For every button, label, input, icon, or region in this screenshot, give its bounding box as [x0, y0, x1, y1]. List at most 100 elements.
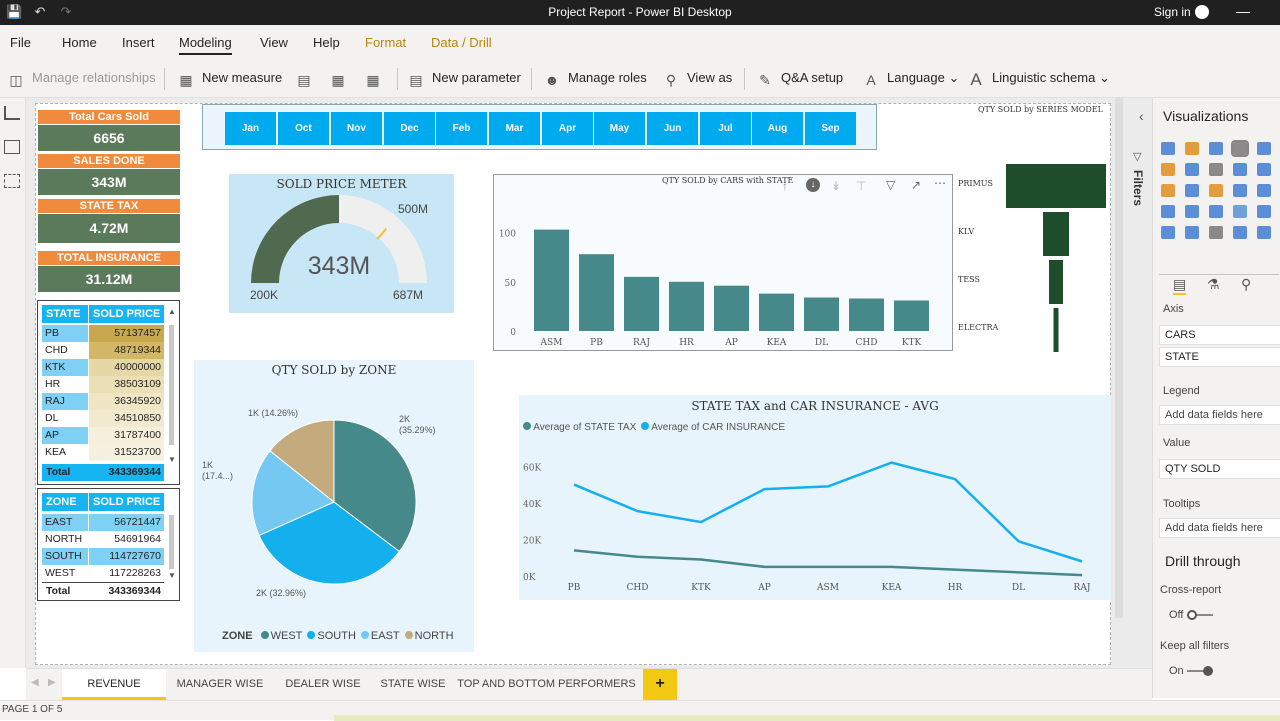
month-button[interactable]: Jul	[700, 112, 751, 145]
minimize-icon[interactable]: —	[1236, 3, 1250, 19]
filter-icon[interactable]: ▽	[886, 178, 896, 192]
menu-format[interactable]: Format	[365, 35, 407, 50]
format-tab-icon[interactable]: ⚗	[1207, 276, 1220, 292]
new-table-button[interactable]: ▦	[330, 70, 354, 88]
new-table2-button[interactable]: ▦	[365, 70, 389, 88]
table-row[interactable]: WEST 117228263	[42, 565, 164, 582]
table-row[interactable]: AP 31787400	[42, 427, 164, 444]
visual-type-icon[interactable]	[1161, 184, 1175, 197]
qa-setup-button[interactable]: ✎ Q&A setup	[757, 70, 843, 88]
menu-modeling[interactable]: Modeling	[179, 35, 232, 55]
month-button[interactable]: Mar	[489, 112, 540, 145]
visual-type-icon[interactable]	[1209, 142, 1223, 155]
filters-pane-tab[interactable]: Filters	[1131, 170, 1145, 207]
month-button[interactable]: Sep	[805, 112, 856, 145]
scrollbar[interactable]: ▲ ▼	[168, 307, 176, 467]
tab-revenue[interactable]: REVENUE	[62, 669, 166, 700]
drill-up-icon[interactable]: ↑	[782, 179, 788, 193]
visual-type-icon[interactable]	[1231, 140, 1249, 157]
value-field[interactable]: QTY SOLD	[1159, 459, 1280, 479]
month-button[interactable]: Dec	[384, 112, 435, 145]
month-button[interactable]: Jun	[647, 112, 698, 145]
model-view-icon[interactable]	[4, 174, 20, 188]
linguistic-schema-button[interactable]: A Linguistic schema ⌄	[968, 70, 1110, 88]
fields-tab-icon[interactable]: ▤	[1173, 276, 1187, 295]
visual-type-icon[interactable]	[1233, 163, 1247, 176]
table-row[interactable]: HR 38503109	[42, 376, 164, 393]
month-button[interactable]: Oct	[278, 112, 329, 145]
legend-drop-field[interactable]: Add data fields here	[1159, 405, 1280, 425]
menu-insert[interactable]: Insert	[122, 35, 155, 50]
hierarchy-icon[interactable]: ⊤	[856, 179, 867, 193]
visual-type-icon[interactable]	[1185, 142, 1199, 155]
visual-type-icon[interactable]	[1209, 226, 1223, 239]
table-row[interactable]: EAST 56721447	[42, 514, 164, 531]
chevron-up-icon[interactable]: ▲	[168, 307, 176, 316]
visual-type-icon[interactable]	[1161, 163, 1175, 176]
table-row[interactable]: SOUTH 114727670	[42, 548, 164, 565]
new-measure-button[interactable]: ▦ New measure	[178, 70, 282, 88]
language-button[interactable]: A Language ⌄	[863, 70, 959, 88]
canvas-scrollbar[interactable]	[1115, 98, 1123, 618]
table-row[interactable]: KEA 31523700	[42, 444, 164, 461]
visual-type-icon[interactable]	[1257, 205, 1271, 218]
drill-down-icon[interactable]: ↓	[806, 178, 820, 192]
tab-top-bottom-performers[interactable]: TOP AND BOTTOM PERFORMERS	[457, 678, 636, 690]
menu-view[interactable]: View	[260, 35, 288, 50]
tab-state-wise[interactable]: STATE WISE	[380, 678, 446, 690]
qty-by-state-chart[interactable]: QTY SOLD by CARS with STATE ↑ ↓ ↡ ⊤ ▽ ↗ …	[493, 174, 953, 351]
visual-type-icon[interactable]	[1233, 184, 1247, 197]
column-header-state[interactable]: STATE	[42, 305, 88, 323]
axis-field-state[interactable]: STATE	[1159, 347, 1280, 367]
month-button[interactable]: May	[594, 112, 645, 145]
scroll-thumb[interactable]	[169, 325, 174, 445]
data-view-icon[interactable]	[4, 140, 20, 154]
scroll-thumb[interactable]	[169, 515, 174, 569]
manage-roles-button[interactable]: ☻ Manage roles	[544, 70, 647, 88]
visual-type-icon[interactable]	[1161, 205, 1175, 218]
new-column-button[interactable]: ▤	[296, 70, 320, 88]
visual-type-icon[interactable]	[1185, 184, 1199, 197]
visual-type-icon[interactable]	[1161, 142, 1175, 155]
gauge-visual[interactable]: SOLD PRICE METER 343M 200K 687M 500M	[229, 174, 454, 313]
report-view-icon[interactable]	[4, 106, 20, 120]
column-header-sold-price[interactable]: SOLD PRICE	[89, 305, 164, 323]
menu-home[interactable]: Home	[62, 35, 97, 50]
cross-report-toggle[interactable]	[1187, 610, 1213, 620]
month-button[interactable]: Feb	[436, 112, 487, 145]
visual-type-icon[interactable]	[1185, 205, 1199, 218]
visual-type-icon[interactable]	[1257, 163, 1271, 176]
qty-by-series-chart[interactable]: QTY SOLD by SERIES MODEL PRIMUS KLV TESS EL…	[953, 104, 1111, 394]
visual-type-icon[interactable]	[1233, 205, 1247, 218]
undo-icon[interactable]: ↶	[34, 4, 46, 19]
avatar-icon[interactable]	[1195, 5, 1209, 19]
visual-type-icon[interactable]	[1209, 205, 1223, 218]
menu-file[interactable]: File	[10, 35, 31, 50]
chevron-down-icon[interactable]: ▼	[168, 571, 176, 580]
view-as-button[interactable]: ⚲ View as	[663, 70, 732, 88]
table-row[interactable]: KTK 40000000	[42, 359, 164, 376]
tooltips-drop-field[interactable]: Add data fields here	[1159, 518, 1280, 538]
axis-field-cars[interactable]: CARS	[1159, 325, 1280, 345]
visual-type-icon[interactable]	[1257, 226, 1271, 239]
redo-icon[interactable]: ↷	[60, 4, 72, 19]
visual-type-icon[interactable]	[1257, 184, 1271, 197]
table-row[interactable]: DL 34510850	[42, 410, 164, 427]
tab-dealer-wise[interactable]: DEALER WISE	[285, 678, 361, 690]
visual-type-icon[interactable]	[1233, 226, 1247, 239]
visual-type-icon[interactable]	[1209, 163, 1223, 176]
manage-relationships-button[interactable]: ◫ Manage relationships	[8, 70, 155, 88]
visual-type-icon[interactable]	[1161, 226, 1175, 239]
month-button[interactable]: Aug	[752, 112, 803, 145]
sign-in-link[interactable]: Sign in	[1154, 5, 1191, 19]
visual-type-icon[interactable]	[1185, 226, 1199, 239]
month-button[interactable]: Nov	[331, 112, 382, 145]
filter-pane-icon[interactable]: ▽	[1133, 151, 1142, 163]
column-header-sold-price[interactable]: SOLD PRICE	[89, 493, 164, 511]
month-button[interactable]: Jan	[225, 112, 276, 145]
column-header-zone[interactable]: ZONE	[42, 493, 88, 511]
collapse-pane-icon[interactable]: ‹	[1139, 108, 1144, 124]
qty-by-zone-chart[interactable]: QTY SOLD by ZONE 2K (35.29%) 2K (32.96%) 1K…	[194, 360, 474, 652]
table-row[interactable]: PB 57137457	[42, 325, 164, 342]
menu-help[interactable]: Help	[313, 35, 340, 50]
